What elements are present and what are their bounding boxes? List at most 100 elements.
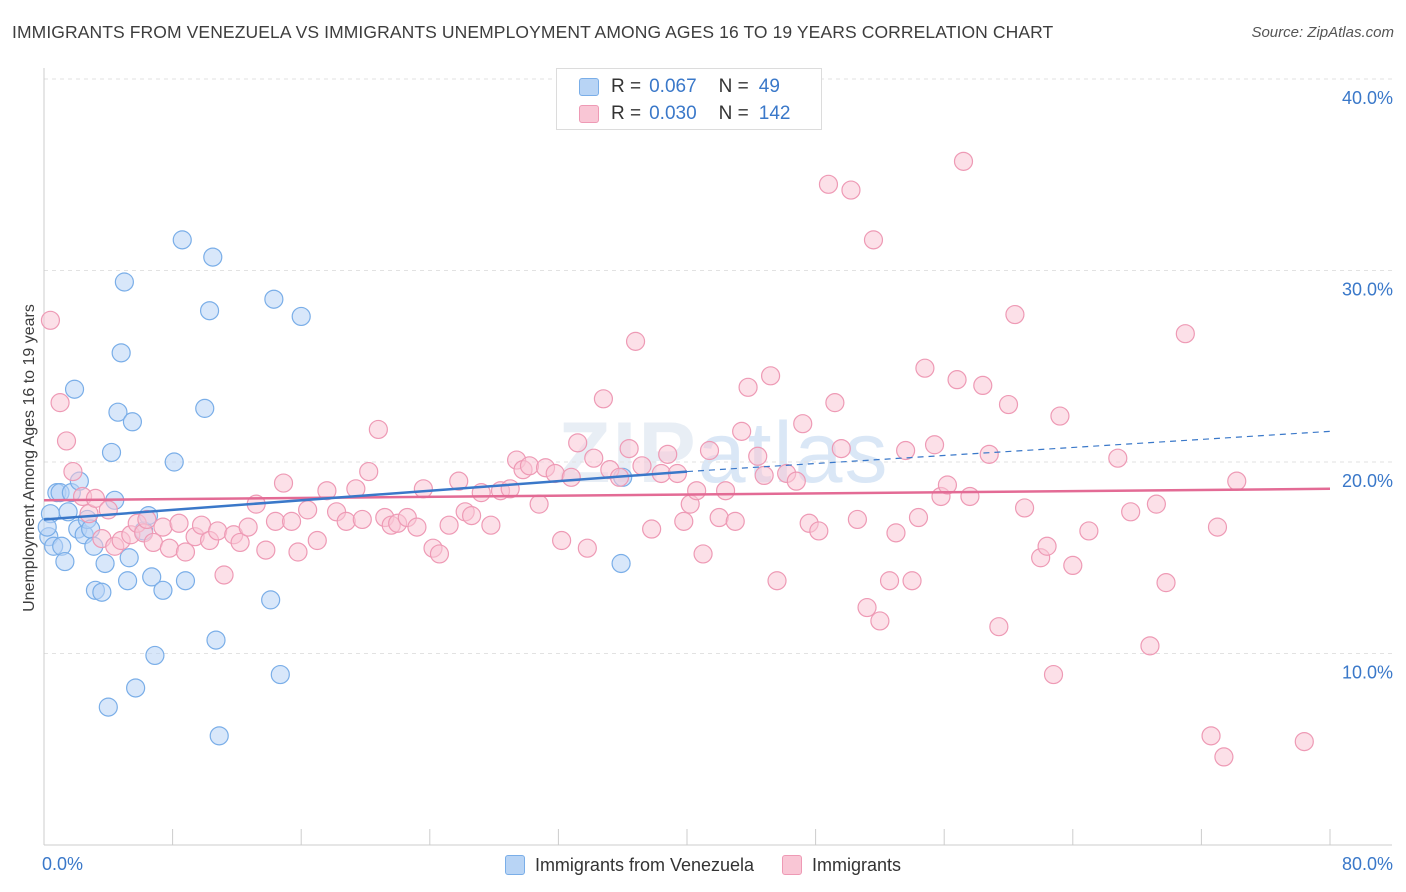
data-point	[1121, 502, 1141, 522]
data-point	[172, 230, 192, 250]
data-point	[732, 421, 752, 441]
data-point	[117, 571, 138, 591]
trend-line-venezuela-extension	[686, 430, 1331, 473]
data-point	[206, 630, 226, 650]
data-point	[159, 538, 179, 558]
data-point	[413, 479, 433, 499]
n-value: 142	[758, 103, 791, 124]
data-point	[1108, 448, 1128, 468]
data-point	[1201, 726, 1221, 746]
data-point	[261, 590, 281, 610]
data-point	[449, 471, 469, 491]
data-point	[715, 481, 736, 501]
legend-row-venezuela: R = 0.067 N = 49	[579, 74, 780, 100]
r-label: R =	[611, 76, 642, 97]
tick-labels: 10.0% 20.0% 30.0% 40.0% 0.0% 80.0%	[42, 88, 1393, 874]
blue-swatch	[579, 78, 599, 96]
data-point	[153, 580, 173, 600]
data-point	[973, 375, 993, 395]
data-point	[786, 471, 806, 491]
legend-item-immigrants[interactable]: Immigrants	[782, 855, 901, 876]
legend-item-venezuela[interactable]: Immigrants from Venezuela	[504, 854, 755, 876]
data-point	[230, 532, 250, 553]
data-point	[552, 530, 572, 551]
data-point	[658, 444, 678, 464]
data-point	[439, 515, 459, 535]
data-point	[270, 664, 290, 685]
data-point	[368, 419, 388, 440]
data-point	[429, 544, 450, 564]
pink-swatch	[579, 105, 599, 123]
data-point	[307, 530, 327, 551]
data-point	[1050, 406, 1070, 426]
data-point	[238, 517, 258, 537]
data-point	[203, 247, 223, 267]
y-tick-label: 40.0%	[1342, 88, 1393, 108]
data-point	[577, 538, 597, 558]
data-point	[818, 174, 839, 194]
data-point	[95, 553, 115, 574]
data-point	[291, 306, 311, 327]
correlation-legend: R = 0.067 N = 49 R = 0.030 N = 142	[556, 68, 822, 130]
data-point	[461, 506, 482, 526]
series-venezuela-points	[37, 230, 633, 746]
data-point	[37, 517, 57, 537]
data-point	[924, 435, 945, 455]
data-point	[568, 433, 588, 453]
data-point	[50, 393, 70, 413]
data-point	[1214, 747, 1234, 767]
n-label: N =	[718, 103, 749, 124]
data-point	[1037, 536, 1057, 556]
data-point	[699, 440, 720, 461]
data-point	[92, 582, 112, 602]
legend-label-venezuela: Immigrants from Venezuela	[534, 854, 755, 875]
data-point	[64, 379, 85, 399]
data-point	[960, 486, 980, 507]
data-point	[1207, 517, 1228, 537]
data-point	[85, 488, 106, 508]
data-point	[122, 412, 143, 432]
data-point	[593, 389, 614, 409]
data-point	[1005, 304, 1025, 325]
data-point	[108, 402, 128, 422]
data-point	[63, 461, 83, 482]
data-point	[317, 481, 337, 501]
chart-title: IMMIGRANTS FROM VENEZUELA VS IMMIGRANTS …	[12, 22, 1054, 42]
data-point	[209, 726, 229, 746]
data-point	[169, 513, 189, 533]
data-point	[1014, 498, 1035, 518]
data-point	[137, 509, 157, 530]
blue-swatch	[504, 855, 525, 875]
x-tick-label: 0.0%	[42, 854, 83, 874]
data-point	[175, 542, 196, 562]
data-point	[195, 398, 215, 418]
data-point	[687, 481, 707, 501]
data-point	[748, 446, 768, 466]
series-immigrants-points	[40, 151, 1314, 767]
data-point	[915, 358, 935, 378]
data-point	[857, 597, 877, 618]
data-point	[611, 553, 631, 574]
data-point	[111, 343, 131, 363]
data-point	[1294, 731, 1314, 752]
data-point	[953, 151, 974, 171]
data-point	[847, 509, 867, 530]
data-point	[214, 565, 234, 585]
data-point	[642, 519, 662, 539]
r-label: R =	[611, 103, 642, 124]
data-point	[937, 475, 958, 495]
data-point	[1175, 324, 1195, 344]
source-label: Source: ZipAtlas.com	[1251, 24, 1394, 41]
legend-label-immigrants: Immigrants	[812, 854, 902, 875]
data-point	[979, 444, 999, 464]
data-point	[145, 645, 165, 666]
data-point	[40, 310, 61, 330]
data-point	[56, 431, 77, 451]
data-point	[674, 511, 694, 531]
data-point	[164, 452, 184, 472]
data-point	[208, 521, 228, 541]
data-point	[352, 509, 372, 530]
data-point	[1227, 471, 1247, 491]
data-point	[55, 551, 75, 572]
